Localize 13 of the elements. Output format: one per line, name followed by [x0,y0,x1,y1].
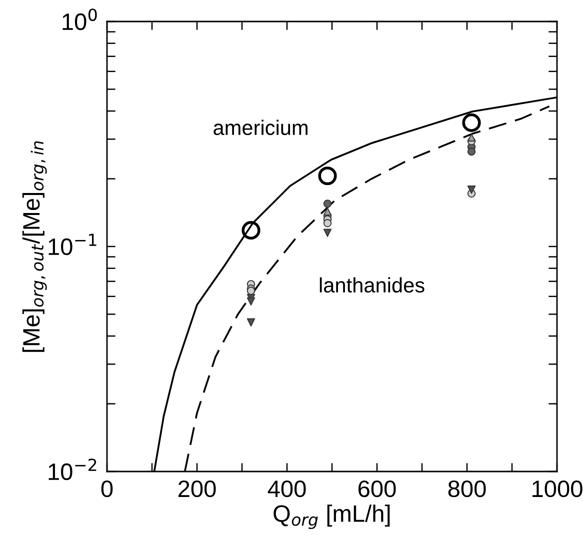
x-tick-label: 0 [101,480,113,498]
y-axis-title: [Me]$_{org,out}$/[Me]$_{org,in}$ [22,141,47,352]
x-tick-label: 200 [178,480,216,498]
x-axis-title: Q$_{org}$ [mL/h] [274,504,390,530]
annotation: lanthanides [320,277,424,293]
x-tick-label: 800 [448,480,486,498]
x-tick-label: 400 [268,480,306,498]
y-tick-label: 10$^{−2}$ [48,458,96,480]
x-tick-label: 600 [358,480,396,498]
x-tick-label: 1000 [532,480,582,498]
annotation: americium [214,120,308,136]
y-tick-label: 10$^{0}$ [62,8,97,30]
y-tick-label: 10$^{−1}$ [48,234,96,256]
